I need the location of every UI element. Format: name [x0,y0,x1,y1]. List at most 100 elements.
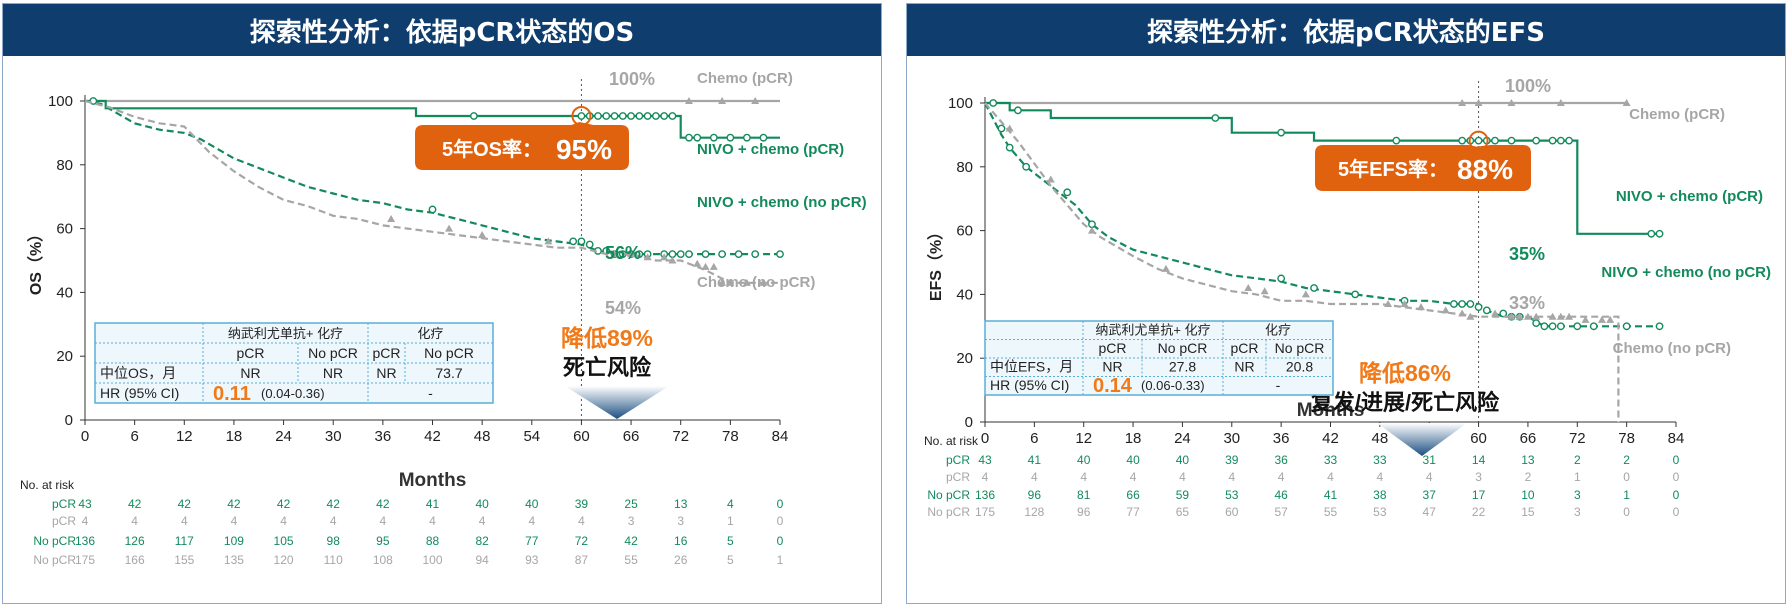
table-subheader: pCR [1230,340,1258,356]
risk-count: 4 [131,514,138,528]
censor-marker [759,278,768,286]
censor-marker [1161,264,1170,272]
censor-marker [1606,315,1615,323]
censor-marker [726,133,735,142]
efs-title: 探索性分析：依据pCR状态的EFS [907,4,1785,56]
table-cell: - [1276,377,1281,393]
efs-chart: 0612182430364248546066727884020406080100… [924,76,1771,519]
risk-count: 96 [1077,505,1091,519]
risk-count: 3 [1475,470,1482,484]
risk-count: 36 [1274,453,1288,467]
table-subheader: No pCR [308,345,358,361]
risk-reduction-label: 死亡风险 [563,355,652,380]
risk-count: 42 [376,497,390,511]
table-header-nivo: 纳武利尤单抗+ 化疗 [228,326,343,341]
risk-count: 1 [1623,488,1630,502]
y-tick-label: 40 [956,286,973,303]
y-tick-label: 80 [56,157,73,174]
censor-marker [685,133,693,142]
risk-count: 110 [324,553,343,567]
risk-count: 25 [624,497,638,511]
censor-marker [1458,300,1467,308]
risk-count: 3 [628,514,635,528]
risk-count: 0 [777,497,784,511]
risk-count: 33 [1373,453,1387,467]
table-cell: 20.8 [1286,359,1313,375]
risk-row-label: pCR [52,497,76,511]
censor-marker [718,97,727,104]
table-cell: NR [1102,359,1122,375]
risk-count: 2 [1525,470,1532,484]
risk-count: 40 [1126,453,1140,467]
censor-marker [1474,136,1483,145]
risk-count: 94 [475,553,489,567]
risk-count: 81 [1077,488,1091,502]
callout-label: 5年EFS率： [1338,157,1448,181]
risk-count: 136 [975,488,995,502]
pct-label-top: 100% [1505,76,1551,96]
risk-count: 1 [1574,470,1581,484]
risk-count: 3 [677,514,684,528]
censor-marker [610,250,619,258]
risk-count: 43 [78,497,92,511]
x-tick-label: 60 [573,428,590,445]
risk-count: 42 [227,497,241,511]
risk-count: 26 [674,553,688,567]
censor-marker [742,278,751,286]
risk-count: 57 [1274,505,1288,519]
censor-marker [1005,143,1014,152]
censor-marker [602,112,611,120]
risk-count: 53 [1373,505,1387,519]
x-tick-label: 6 [1030,430,1038,447]
y-tick-label: 40 [56,284,73,301]
risk-count: 43 [978,453,992,467]
censor-marker [585,240,594,249]
x-tick-label: 60 [1470,430,1487,447]
risk-count: 82 [475,534,489,548]
censor-marker [997,124,1006,133]
risk-count: 66 [1126,488,1140,502]
risk-count: 4 [1426,470,1433,484]
x-tick-label: 6 [130,428,138,445]
risk-count: 126 [125,534,145,548]
os-title: 探索性分析：依据pCR状态的OS [3,4,881,56]
table-header-chemo: 化疗 [1265,323,1291,338]
km-curve-2 [985,101,1660,235]
censor-marker [1277,128,1286,137]
risk-count: 4 [82,514,89,528]
table-cell: 73.7 [435,365,462,381]
x-tick-label: 0 [981,430,989,447]
censor-marker [1548,322,1557,331]
x-tick-label: 36 [375,428,392,445]
down-arrow-icon [1377,423,1467,456]
risk-count: 4 [429,514,436,528]
table-cell: - [428,385,433,401]
risk-count: 175 [975,505,995,519]
risk-count: 16 [674,534,688,548]
censor-marker [759,133,768,142]
censor-marker [1474,99,1483,106]
x-tick-label: 78 [722,428,739,445]
x-tick-label: 84 [772,428,789,445]
censor-marker [1087,226,1096,234]
censor-marker [635,112,644,120]
censor-marker [428,205,437,214]
censor-marker [478,230,487,238]
risk-count: 135 [224,553,244,567]
censor-marker [1491,309,1500,317]
table-row-label: HR (95% CI) [100,385,179,401]
censor-marker [1474,303,1483,312]
censor-marker [1211,114,1220,122]
censor-marker [1491,136,1499,145]
risk-count: 40 [475,497,489,511]
x-tick-label: 30 [1223,430,1240,447]
risk-count: 4 [1080,470,1087,484]
censor-marker [1400,299,1409,307]
table-subheader: pCR [372,345,400,361]
censor-marker [1005,124,1014,132]
x-axis-label: Months [399,470,467,491]
risk-count: 4 [280,514,287,528]
censor-marker [1351,290,1360,299]
censor-marker [1301,290,1310,298]
censor-marker [668,250,677,259]
